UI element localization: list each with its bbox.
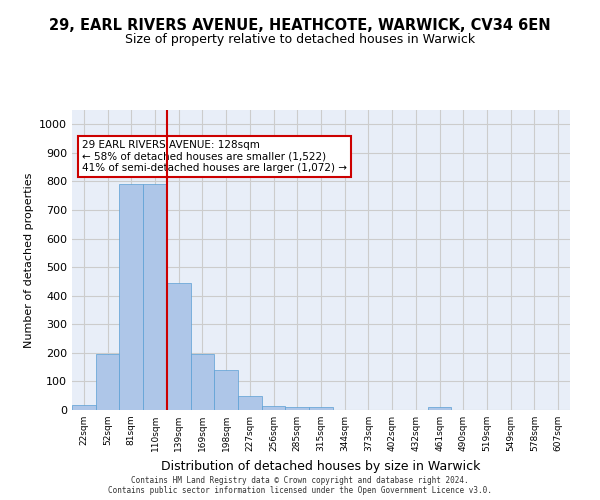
Text: 29 EARL RIVERS AVENUE: 128sqm
← 58% of detached houses are smaller (1,522)
41% o: 29 EARL RIVERS AVENUE: 128sqm ← 58% of d… [82,140,347,173]
Text: Contains HM Land Registry data © Crown copyright and database right 2024.
Contai: Contains HM Land Registry data © Crown c… [108,476,492,495]
Bar [238,396,262,410]
Bar [428,407,451,410]
Bar [214,370,238,410]
Y-axis label: Number of detached properties: Number of detached properties [23,172,34,348]
Bar [143,184,167,410]
Bar [119,184,143,410]
Bar [262,406,286,410]
Bar [191,354,214,410]
Text: 29, EARL RIVERS AVENUE, HEATHCOTE, WARWICK, CV34 6EN: 29, EARL RIVERS AVENUE, HEATHCOTE, WARWI… [49,18,551,32]
Bar [309,406,333,410]
Bar [72,405,96,410]
X-axis label: Distribution of detached houses by size in Warwick: Distribution of detached houses by size … [161,460,481,472]
Text: Size of property relative to detached houses in Warwick: Size of property relative to detached ho… [125,32,475,46]
Bar [286,406,309,410]
Bar [96,354,119,410]
Bar [167,283,191,410]
